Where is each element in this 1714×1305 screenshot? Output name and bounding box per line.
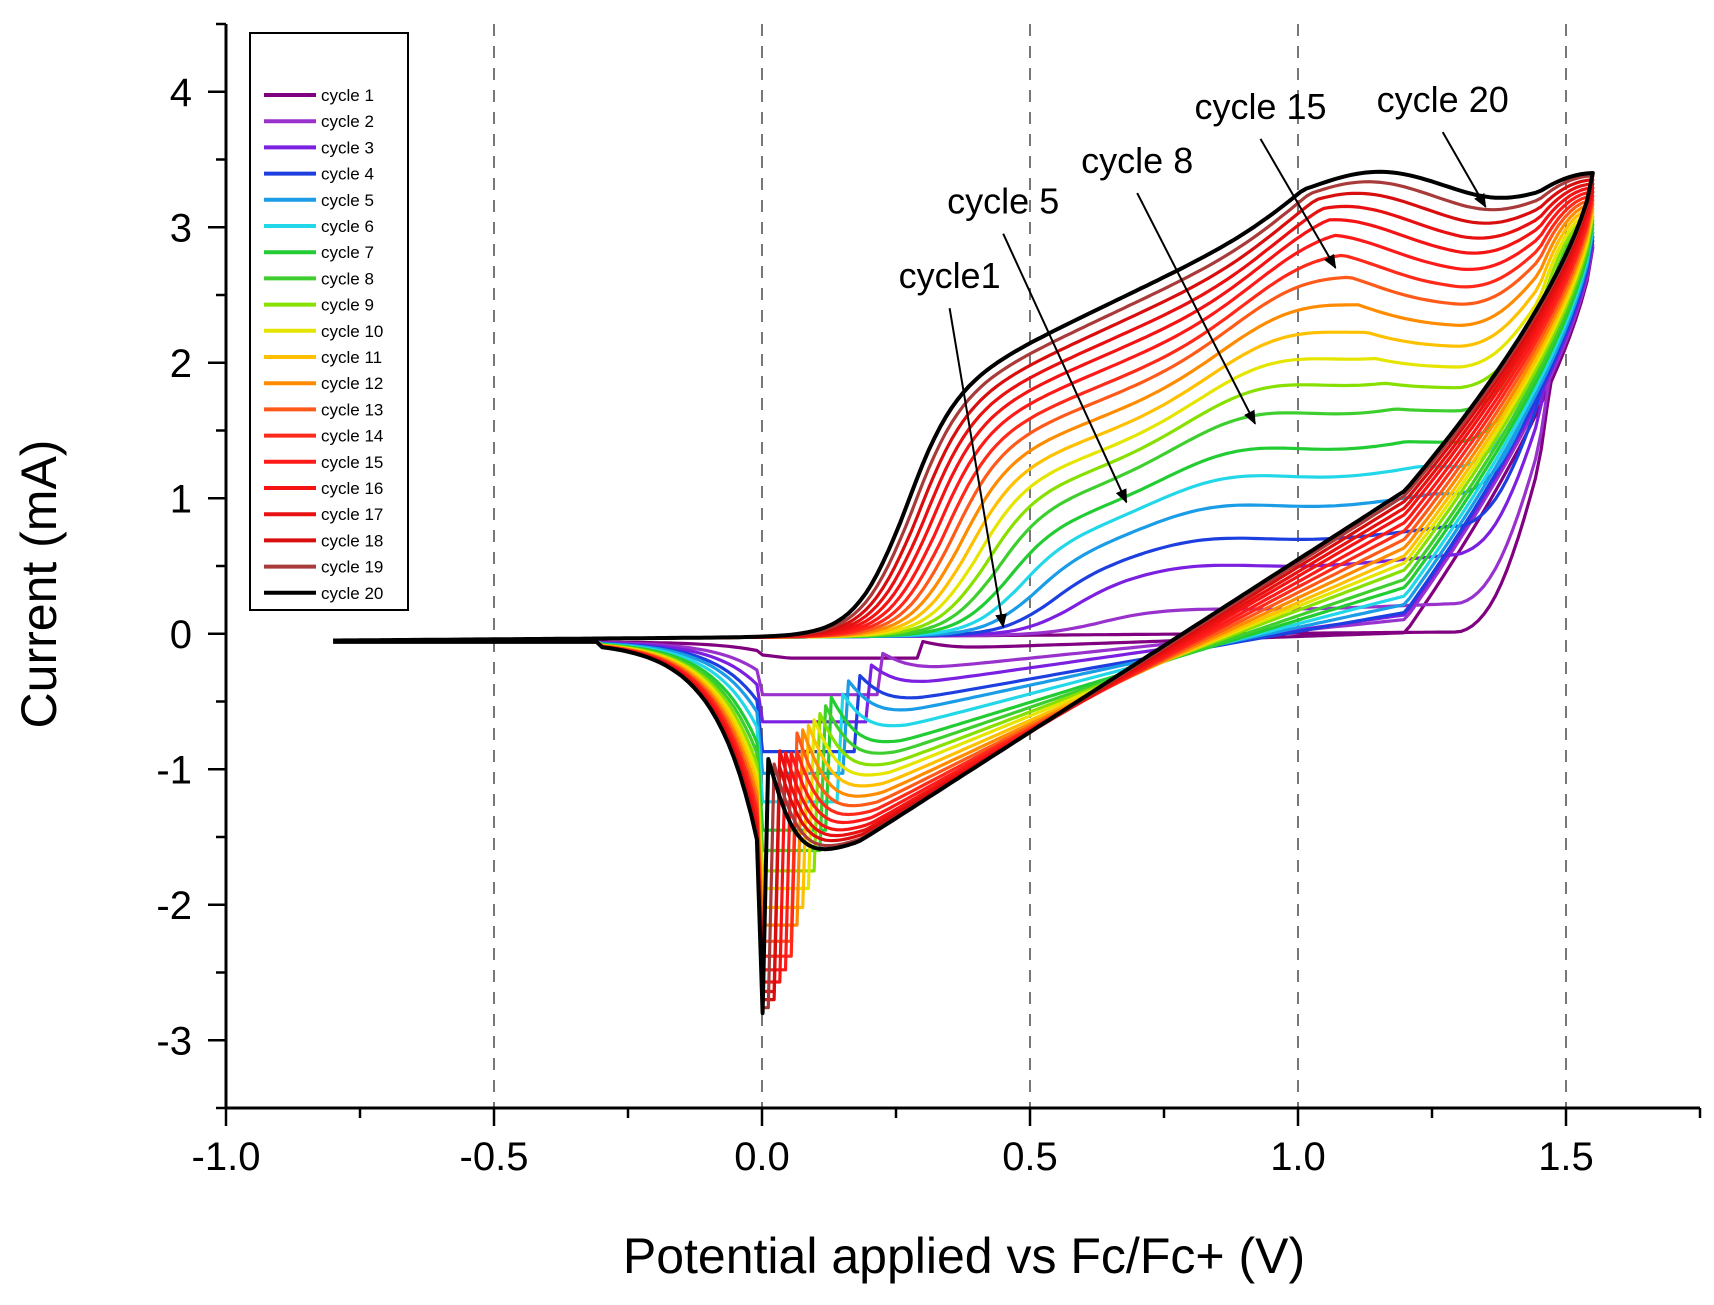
y-tick-label: 4	[170, 71, 192, 115]
y-tick-label: -1	[156, 748, 192, 792]
series-cycle-10	[333, 210, 1595, 891]
annotation-label: cycle1	[899, 255, 1001, 296]
legend-label: cycle 10	[321, 322, 383, 341]
legend-label: cycle 3	[321, 138, 374, 157]
ticks: -1.0 -0.5 0.0 0.5 1.0 1.5 -3 -2 -1 0 1 2 3 4	[156, 22, 1702, 1179]
annotation-arrow	[1136, 192, 1257, 425]
legend-label: cycle 17	[321, 505, 383, 524]
legend-label: cycle 12	[321, 374, 383, 393]
x-tick-label: 0.0	[734, 1135, 790, 1179]
annotation-label: cycle 8	[1081, 140, 1193, 181]
cycle-curves	[333, 169, 1595, 1016]
x-axis-title: Potential applied vs Fc/Fc+ (V)	[623, 1228, 1305, 1284]
x-tick-label: 0.5	[1002, 1135, 1058, 1179]
series-cycle-19	[333, 174, 1595, 1010]
legend-label: cycle 11	[321, 348, 382, 367]
legend-label: cycle 6	[321, 217, 374, 236]
legend-label: cycle 16	[321, 479, 383, 498]
y-tick-label: 1	[170, 477, 192, 521]
legend-label: cycle 7	[321, 243, 374, 262]
y-tick-label: 2	[170, 342, 192, 386]
x-tick-label: 1.5	[1538, 1135, 1594, 1179]
legend-label: cycle 20	[321, 584, 383, 603]
legend-label: cycle 18	[321, 531, 383, 550]
legend-label: cycle 13	[321, 400, 383, 419]
legend-label: cycle 9	[321, 296, 374, 315]
x-tick-label: -1.0	[192, 1135, 261, 1179]
series-cycle-20	[333, 169, 1595, 1016]
y-axis-title: Current (mA)	[11, 440, 67, 729]
x-tick-label: -0.5	[460, 1135, 529, 1179]
legend-label: cycle 5	[321, 191, 374, 210]
legend-label: cycle 15	[321, 453, 383, 472]
legend: cycle 1 cycle 2 cycle 3 cycle 4 cycle 5 cycle…	[249, 32, 409, 611]
legend-label: cycle 19	[321, 558, 383, 577]
annotation-arrow	[1441, 131, 1487, 208]
annotation-arrow	[1002, 233, 1128, 504]
legend-label: cycle 4	[321, 165, 374, 184]
legend-label: cycle 2	[321, 112, 374, 131]
annotation-label: cycle 5	[947, 181, 1059, 222]
series-cycle-16	[333, 186, 1595, 984]
y-tick-label: -3	[156, 1019, 192, 1063]
legend-label: cycle 1	[321, 86, 374, 105]
series-cycle-7	[333, 222, 1595, 832]
x-tick-label: 1.0	[1270, 1135, 1326, 1179]
legend-label: cycle 8	[321, 269, 374, 288]
series-cycle-3	[333, 239, 1595, 724]
series-cycle-18	[333, 178, 1595, 1002]
annotation-label: cycle 15	[1194, 86, 1326, 127]
y-tick-label: -2	[156, 884, 192, 928]
y-tick-label: 3	[170, 206, 192, 250]
annotation-label: cycle 20	[1377, 79, 1509, 120]
legend-label: cycle 14	[321, 427, 383, 446]
annotation-arrow	[948, 308, 1007, 629]
annotation-arrow	[1259, 138, 1337, 269]
y-tick-label: 0	[170, 613, 192, 657]
